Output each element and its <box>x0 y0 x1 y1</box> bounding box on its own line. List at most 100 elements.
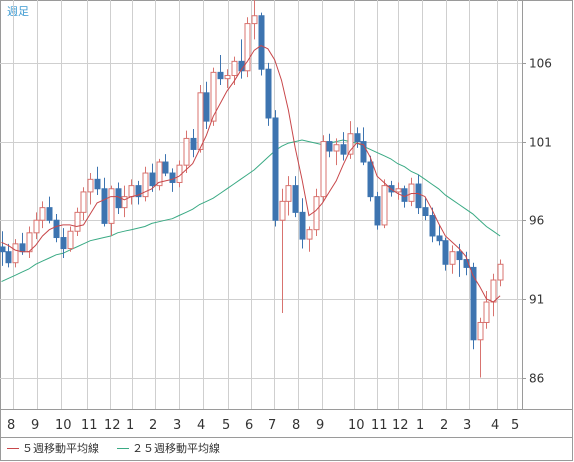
candle-body <box>429 215 436 237</box>
candle-body <box>326 141 333 152</box>
x-tick-label: 3 <box>173 418 181 433</box>
x-tick-label: 9 <box>31 418 39 433</box>
x-tick-label: 11 <box>81 418 98 433</box>
candle-body <box>121 196 128 209</box>
candle-body <box>142 172 149 198</box>
x-tick-label: 3 <box>463 418 471 433</box>
candle-body <box>408 183 415 202</box>
candle-body <box>224 75 231 80</box>
legend-swatch-ma5 <box>7 447 19 449</box>
x-tick-label: 7 <box>268 418 276 433</box>
candle-body <box>292 185 299 213</box>
candle-body <box>320 141 327 198</box>
x-tick-label: 11 <box>371 418 388 433</box>
candle-body <box>483 301 490 323</box>
candle-body <box>203 92 210 122</box>
period-label: 週足 <box>7 5 29 18</box>
candle-body <box>395 188 402 193</box>
ma5-layer <box>1 45 501 303</box>
x-tick-label: 8 <box>7 418 15 433</box>
candle-body <box>101 188 108 224</box>
candle-body <box>340 144 347 155</box>
y-tick-label: 86 <box>529 372 544 386</box>
candle-body <box>367 161 374 198</box>
candle-body <box>60 237 67 250</box>
candle-body <box>5 251 12 264</box>
candle-body <box>19 243 26 253</box>
ma25-layer <box>1 139 501 283</box>
x-tick-label: 12 <box>392 418 409 433</box>
candle-body <box>217 71 224 80</box>
candle-body <box>360 141 367 163</box>
x-tick-label: 6 <box>245 418 253 433</box>
candle-body <box>74 211 81 232</box>
candle-body <box>251 15 258 25</box>
x-tick-label: 2 <box>440 418 448 433</box>
candle-body <box>128 185 135 198</box>
candle-body <box>313 196 320 231</box>
candle-body <box>197 92 204 150</box>
x-tick-label: 2 <box>149 418 157 433</box>
legend-item-ma5: ５週移動平均線 <box>7 440 99 456</box>
candle-body <box>12 243 19 264</box>
ma25-line <box>1 139 501 283</box>
candle-body <box>108 188 115 224</box>
candle-body <box>490 279 497 303</box>
legend: ５週移動平均線 ２５週移動平均線 <box>7 440 238 456</box>
candle-body <box>381 185 388 226</box>
y-tick-label: 96 <box>529 214 544 228</box>
x-tick-label: 4 <box>491 418 499 433</box>
candle-body <box>244 23 251 72</box>
candle-body <box>470 266 477 341</box>
candle-body <box>183 137 190 166</box>
candle-body <box>279 200 286 221</box>
x-tick-label: 10 <box>348 418 365 433</box>
x-tick-label: 8 <box>292 418 300 433</box>
candle-body <box>456 251 463 261</box>
candle-body <box>0 246 6 253</box>
x-tick-label: 1 <box>416 418 424 433</box>
candle-body <box>497 263 504 281</box>
x-tick-label: 5 <box>511 418 519 433</box>
candle-body <box>347 133 354 155</box>
candle-body <box>169 172 176 183</box>
x-tick-label: 12 <box>104 418 121 433</box>
y-tick-label: 91 <box>529 293 544 307</box>
candle-body <box>39 207 46 221</box>
candle-body <box>422 207 429 217</box>
candle-body <box>285 185 292 202</box>
legend-swatch-ma25 <box>117 447 129 449</box>
candle-body <box>299 211 306 240</box>
candle-body <box>401 188 408 202</box>
x-tick-label: 10 <box>55 418 72 433</box>
candle-body <box>272 117 279 221</box>
candle-body <box>87 178 94 193</box>
candle-body <box>162 161 169 174</box>
candle-body <box>415 183 422 209</box>
candle-body <box>67 230 74 250</box>
x-tick-label: 1 <box>126 418 134 433</box>
candle-body <box>33 219 40 234</box>
candle-body <box>258 15 265 70</box>
candle-body <box>149 172 156 187</box>
y-tick-label: 106 <box>529 57 552 71</box>
x-tick-label: 9 <box>316 418 324 433</box>
candle-body <box>156 161 163 187</box>
candle-body <box>442 240 449 265</box>
legend-label-ma5: ５週移動平均線 <box>22 442 99 455</box>
candle-body <box>354 133 361 143</box>
candle-body <box>94 178 101 190</box>
legend-label-ma25: ２５週移動平均線 <box>132 442 220 455</box>
candle-body <box>80 191 87 213</box>
candle-body <box>436 235 443 242</box>
candle-body <box>190 137 197 150</box>
candle-body <box>210 71 217 122</box>
candle-body <box>306 229 313 240</box>
legend-item-ma25: ２５週移動平均線 <box>117 440 220 456</box>
candle-body <box>135 185 142 198</box>
candle-body <box>374 196 381 226</box>
candle-body <box>231 60 238 77</box>
